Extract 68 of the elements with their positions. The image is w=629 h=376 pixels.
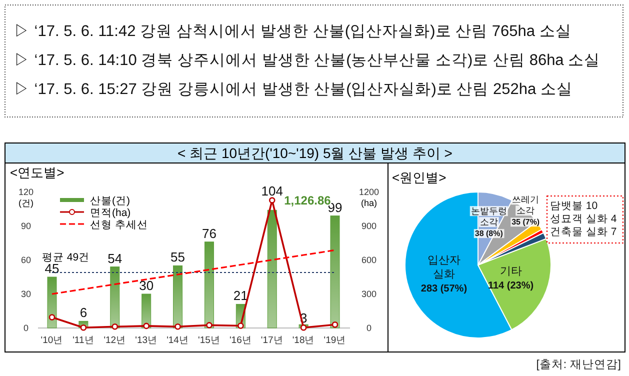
y2-tick-label: 900 — [361, 221, 377, 231]
x-tick-label: '13년 — [135, 335, 158, 346]
point — [48, 314, 56, 320]
data-label: 38 (8%) — [474, 229, 504, 238]
bar — [110, 266, 120, 328]
point — [112, 323, 118, 330]
legend-label: 산불(건) — [90, 195, 130, 207]
point — [174, 323, 181, 330]
text: < 최근 10년간('10~'19) 5월 산불 발생 추이 > — [178, 145, 452, 161]
text: ▷ ‘17. 5. 6. 15:27 강원 강릉시에서 발생한 산불(입산자실화)로 산림 252ha 소실 — [14, 81, 572, 98]
point — [80, 324, 87, 331]
slice-label: 논밭두렁 소각 — [470, 206, 507, 228]
x-tick-label: '19년 — [324, 335, 346, 346]
x-tick-label: '12년 — [104, 335, 126, 346]
point — [206, 322, 212, 328]
y2-tick-label: 1200 — [358, 187, 380, 197]
x-tick-label: '15년 — [198, 335, 220, 346]
point — [300, 324, 307, 331]
data-label: 55 — [170, 250, 186, 265]
slice-label: 쓰레기 소각 — [512, 194, 540, 216]
x-tick-label: '10년 — [40, 335, 64, 346]
y-tick-label: 30 — [20, 289, 32, 299]
point — [238, 322, 244, 329]
legend-label: 면적(ha) — [90, 207, 131, 219]
text: ▷ ‘17. 5. 6. 14:10 경북 상주시에서 발생한 산불(농산부산물 소각)로 산림 86ha 소실 — [14, 52, 600, 69]
y2-tick-label: 0 — [366, 323, 372, 333]
x-tick-label: '17년 — [260, 335, 284, 346]
text: [출처: 재난연감] — [536, 358, 621, 371]
y2-tick-label: 600 — [361, 255, 377, 265]
point — [332, 321, 338, 328]
data-label: 6 — [80, 305, 88, 320]
point — [268, 197, 276, 204]
data-label: 104 — [261, 183, 283, 198]
legend-label: 선형 추세선 — [90, 219, 148, 231]
data-label: 283 (57%) — [420, 283, 468, 294]
y2-tick-label: 300 — [361, 289, 377, 299]
bar — [47, 276, 57, 328]
slice-label: 기타 — [500, 265, 522, 278]
bar — [173, 265, 183, 328]
data-label: 76 — [202, 226, 216, 241]
bar — [267, 210, 277, 328]
x-tick-label: '14년 — [166, 335, 189, 346]
chart-title: <연도별> — [10, 165, 64, 180]
data-label: 45 — [44, 261, 60, 276]
y-tick-label: 120 — [18, 187, 34, 197]
slice-label: 입산자 실화 — [427, 254, 460, 280]
y-tick-label: 0 — [23, 323, 29, 333]
y-axis-title: (건) — [18, 198, 34, 208]
data-label: 114 (23%) — [488, 280, 534, 292]
data-label: 35 (7%) — [512, 218, 540, 227]
data-label: 54 — [108, 250, 122, 266]
slice-label: 성묘객 실화 4 — [550, 213, 617, 225]
slice-label: 건축물 실화 7 — [550, 226, 617, 238]
data-label: 30 — [139, 278, 154, 293]
chart-title: <원인별> — [392, 170, 446, 185]
bar — [330, 216, 340, 328]
x-tick-label: '16년 — [229, 335, 252, 346]
data-label: 21 — [233, 288, 248, 304]
x-tick-label: '18년 — [292, 335, 315, 346]
bar — [204, 242, 214, 328]
x-tick-label: '11년 — [72, 335, 94, 346]
y2-axis-title: (ha) — [360, 198, 378, 208]
slice-label: 담뱃불 10 — [550, 200, 598, 212]
ref-line-label: 평균 49건 — [42, 251, 90, 264]
text: ▷ ‘17. 5. 6. 11:42 강원 삼척시에서 발생한 산불(입산자실화)로 산림 765ha 소실 — [14, 23, 572, 40]
y-tick-label: 90 — [20, 221, 32, 231]
y-tick-label: 60 — [20, 255, 32, 265]
point — [143, 322, 150, 330]
